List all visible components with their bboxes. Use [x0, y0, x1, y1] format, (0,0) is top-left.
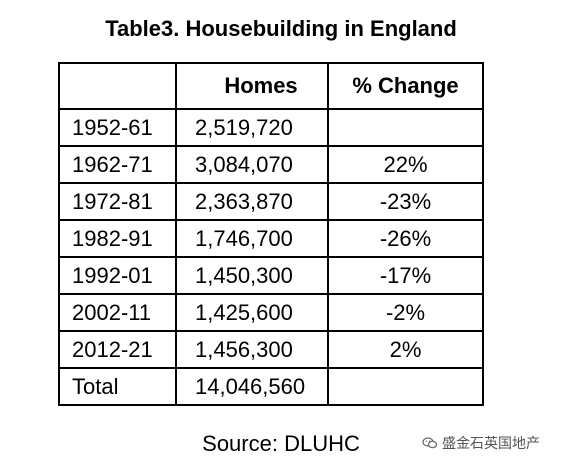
period-cell: 2012-21 [58, 330, 177, 369]
table-row: 1952-61 2,519,720 [58, 108, 484, 147]
period-cell: 1982-91 [58, 219, 177, 258]
table-row: 1972-81 2,363,870 -23% [58, 182, 484, 221]
homes-cell: 1,450,300 [175, 256, 329, 295]
total-label-cell: Total [58, 367, 177, 406]
change-cell: -26% [327, 219, 484, 258]
change-cell: 22% [327, 145, 484, 184]
table-title: Table3. Housebuilding in England [105, 16, 457, 41]
period-cell: 1952-61 [58, 108, 177, 147]
table-header-row: Homes % Change [58, 62, 484, 110]
period-cell: 1972-81 [58, 182, 177, 221]
homes-cell: 1,425,600 [175, 293, 329, 332]
period-cell: 1992-01 [58, 256, 177, 295]
housebuilding-table: Homes % Change 1952-61 2,519,720 1962-71… [58, 62, 484, 406]
source-note: Source: DLUHC [202, 431, 360, 456]
header-cell-period [58, 62, 177, 110]
change-cell: -2% [327, 293, 484, 332]
table-row: 1992-01 1,450,300 -17% [58, 256, 484, 295]
table-row: 1962-71 3,084,070 22% [58, 145, 484, 184]
header-cell-homes: Homes [175, 62, 329, 110]
change-cell [327, 108, 484, 147]
table-row: 2002-11 1,425,600 -2% [58, 293, 484, 332]
change-cell: 2% [327, 330, 484, 369]
header-cell-change: % Change [327, 62, 484, 110]
table-row: 2012-21 1,456,300 2% [58, 330, 484, 369]
wechat-logo-icon [422, 435, 438, 451]
homes-cell: 1,746,700 [175, 219, 329, 258]
homes-cell: 3,084,070 [175, 145, 329, 184]
total-row: Total 14,046,560 [58, 367, 484, 406]
watermark-text: 盛金石英国地产 [442, 435, 540, 451]
homes-cell: 1,456,300 [175, 330, 329, 369]
change-cell: -23% [327, 182, 484, 221]
total-homes-cell: 14,046,560 [175, 367, 329, 406]
total-change-cell [327, 367, 484, 406]
change-cell: -17% [327, 256, 484, 295]
period-cell: 2002-11 [58, 293, 177, 332]
homes-cell: 2,519,720 [175, 108, 329, 147]
period-cell: 1962-71 [58, 145, 177, 184]
watermark: 盛金石英国地产 [422, 433, 540, 453]
table-row: 1982-91 1,746,700 -26% [58, 219, 484, 258]
homes-cell: 2,363,870 [175, 182, 329, 221]
